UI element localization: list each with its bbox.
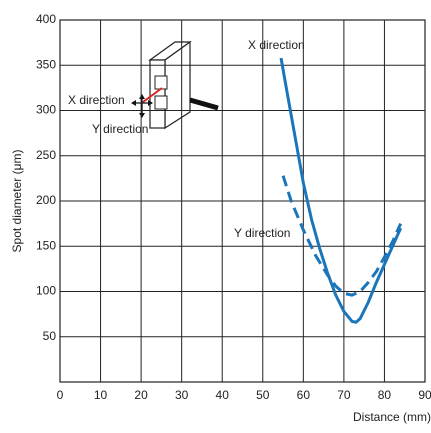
x-tick-label: 40 <box>216 388 230 402</box>
x-tick-label: 20 <box>134 388 148 402</box>
inset-drawing <box>131 40 219 130</box>
x-tick-label: 80 <box>378 388 392 402</box>
x-tick-label: 90 <box>418 388 431 402</box>
y-tick-label: 200 <box>36 193 56 207</box>
x-axis-label: Distance (mm) <box>353 410 431 424</box>
inset-label: Y direction <box>92 122 148 136</box>
y-tick-label: 400 <box>36 12 56 26</box>
y-axis-label: Spot diameter (μm) <box>10 150 24 253</box>
y-tick-label: 50 <box>43 329 57 343</box>
series-label: X direction <box>248 38 305 52</box>
y-tick-label: 300 <box>36 103 56 117</box>
y-tick-label: 350 <box>36 57 56 71</box>
y-tick-label: 100 <box>36 284 56 298</box>
x-tick-label: 70 <box>337 388 351 402</box>
x-tick-label: 0 <box>57 388 64 402</box>
x-tick-label: 60 <box>297 388 311 402</box>
series-line <box>281 175 403 297</box>
x-tick-label: 30 <box>175 388 189 402</box>
series-label: Y direction <box>234 226 290 240</box>
x-tick-label: 50 <box>256 388 270 402</box>
inset-label: X direction <box>68 93 125 107</box>
x-tick-label: 10 <box>94 388 108 402</box>
y-tick-label: 150 <box>36 238 56 252</box>
series-line <box>279 57 403 324</box>
y-tick-label: 250 <box>36 148 56 162</box>
